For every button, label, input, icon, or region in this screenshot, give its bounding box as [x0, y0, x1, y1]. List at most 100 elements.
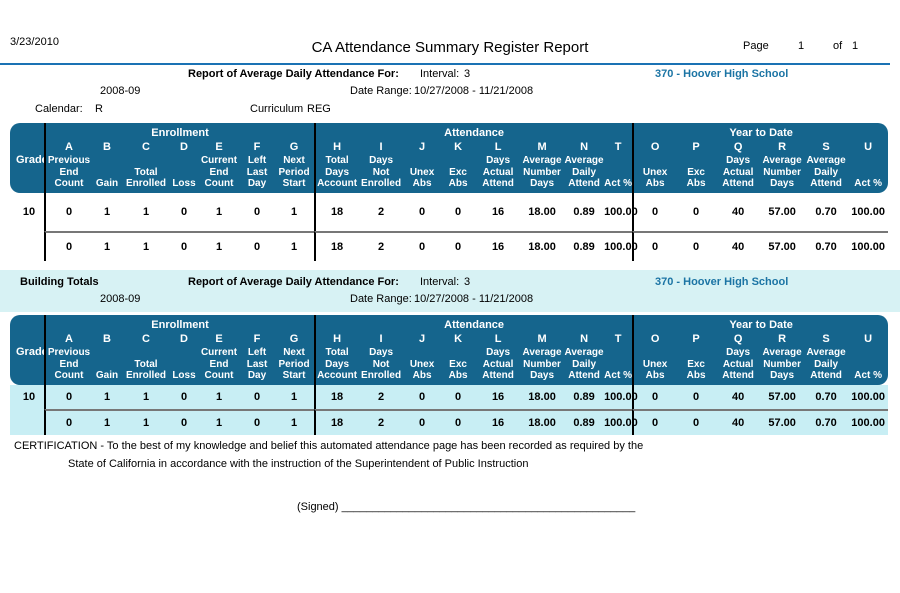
cell-H: 18 — [314, 193, 359, 231]
column-letter-O: O — [632, 139, 677, 155]
column-label-D: Loss — [170, 155, 198, 193]
calendar-value: R — [95, 103, 103, 115]
group-title-attendance: Attendance — [314, 123, 633, 139]
column-letter-C: C — [122, 139, 170, 155]
cell-C: 1 — [122, 193, 170, 231]
grade-cell — [10, 409, 44, 435]
cell-I: 2 — [358, 409, 405, 435]
column-letter-M: M — [520, 331, 565, 347]
group-title-row: GradeEnrollmentAttendanceYear to Date — [10, 315, 889, 385]
cell-T: 100.00 — [604, 193, 638, 231]
cell-L: 16 — [476, 409, 521, 435]
column-label-M: Average Number Days — [520, 155, 565, 193]
cell-A: 0 — [44, 193, 92, 231]
report-date: 3/23/2010 — [10, 36, 59, 48]
column-label-row: Previous End Count Gain Total Enrolled Loss… — [10, 155, 889, 193]
cell-E: 1 — [198, 231, 240, 261]
school-name: 370 - Hoover High School — [655, 68, 789, 80]
cell-Q: 40 — [716, 193, 761, 231]
column-letter-H: H — [314, 139, 359, 155]
cell-U: 100.00 — [848, 231, 889, 261]
group-title-attendance: Attendance — [314, 315, 633, 331]
column-label-N: Average Daily Attend — [564, 347, 605, 385]
date-range-value: 10/27/2008 - 11/21/2008 — [414, 85, 534, 97]
cell-K: 0 — [440, 385, 477, 409]
column-letter-K: K — [440, 139, 477, 155]
cell-A: 0 — [44, 409, 92, 435]
column-label-T: Act % — [604, 347, 633, 385]
column-letter-P: P — [676, 331, 717, 347]
cell-P: 0 — [676, 193, 717, 231]
header-divider-line — [0, 63, 890, 65]
column-letter-U: U — [848, 139, 889, 155]
cell-I: 2 — [358, 385, 405, 409]
attendance-table-grade-detail: GradeEnrollmentAttendanceYear to DateABC… — [10, 123, 889, 261]
column-letter-R: R — [760, 139, 805, 155]
cell-J: 0 — [404, 409, 441, 435]
cell-L: 16 — [476, 231, 521, 261]
column-letter-D: D — [170, 331, 198, 347]
calendar-label: Calendar: — [35, 103, 83, 115]
column-label-I: Days Not Enrolled — [358, 155, 405, 193]
cell-N: 0.89 — [564, 409, 605, 435]
column-label-N: Average Daily Attend — [564, 155, 605, 193]
cell-B: 1 — [92, 193, 122, 231]
cell-S: 0.70 — [804, 231, 849, 261]
date-range-label: Date Range: — [350, 293, 412, 305]
cell-H: 18 — [314, 231, 359, 261]
column-letter-T: T — [604, 139, 633, 155]
cell-Q: 40 — [716, 409, 761, 435]
cell-M: 18.00 — [520, 409, 565, 435]
certification-line2: State of California in accordance with t… — [68, 458, 529, 470]
signed-label: (Signed) — [297, 501, 339, 513]
column-label-P: Exc Abs — [676, 155, 717, 193]
cell-Q: 40 — [716, 231, 761, 261]
cell-G: 1 — [274, 385, 315, 409]
cell-R: 57.00 — [760, 385, 805, 409]
column-label-C: Total Enrolled — [122, 347, 170, 385]
building-totals-band: Building Totals Report of Average Daily … — [0, 270, 900, 312]
school-name: 370 - Hoover High School — [655, 276, 789, 288]
page-total: 1 — [852, 40, 859, 52]
date-range-label: Date Range: — [350, 85, 412, 97]
column-letter-O: O — [632, 331, 677, 347]
column-letter-Q: Q — [716, 331, 761, 347]
cell-M: 18.00 — [520, 193, 565, 231]
column-label-O: Unex Abs — [632, 347, 677, 385]
interval-label: Interval: — [420, 68, 460, 80]
building-totals-title: Building Totals — [20, 276, 99, 288]
column-label-E: Current End Count — [198, 155, 240, 193]
cell-F: 0 — [240, 385, 274, 409]
column-label-T: Act % — [604, 155, 633, 193]
column-label-K: Exc Abs — [440, 155, 477, 193]
table-header: GradeEnrollmentAttendanceYear to DateABC… — [10, 123, 889, 193]
cell-R: 57.00 — [760, 409, 805, 435]
column-letter-E: E — [198, 331, 240, 347]
column-label-Q: Days Actual Attend — [716, 347, 761, 385]
school-year: 2008-09 — [100, 293, 141, 305]
cell-O: 0 — [632, 193, 677, 231]
column-letter-L: L — [476, 139, 521, 155]
cell-M: 18.00 — [520, 231, 565, 261]
cell-T: 100.00 — [604, 231, 638, 261]
interval-value: 3 — [464, 276, 471, 288]
column-label-A: Previous End Count — [44, 347, 92, 385]
cell-A: 0 — [44, 385, 92, 409]
signature-line: ________________________________________… — [341, 501, 636, 513]
column-letter-I: I — [358, 331, 405, 347]
interval-value: 3 — [464, 68, 471, 80]
column-letter-D: D — [170, 139, 198, 155]
table-body: 10 0 1 1 0 1 0 1 18 2 0 0 16 18.00 0.89 100.00 0 0 40 57.00… — [10, 193, 889, 261]
cell-I: 2 — [358, 193, 405, 231]
cell-M: 18.00 — [520, 385, 565, 409]
page-of-label: of — [833, 40, 843, 52]
column-label-S: Average Daily Attend — [804, 155, 849, 193]
column-label-Q: Days Actual Attend — [716, 155, 761, 193]
group-title-year-to-date: Year to Date — [632, 315, 889, 331]
column-label-F: Left Last Day — [240, 347, 274, 385]
column-label-U: Act % — [848, 155, 889, 193]
cell-O: 0 — [632, 385, 677, 409]
cell-U: 100.00 — [848, 193, 889, 231]
